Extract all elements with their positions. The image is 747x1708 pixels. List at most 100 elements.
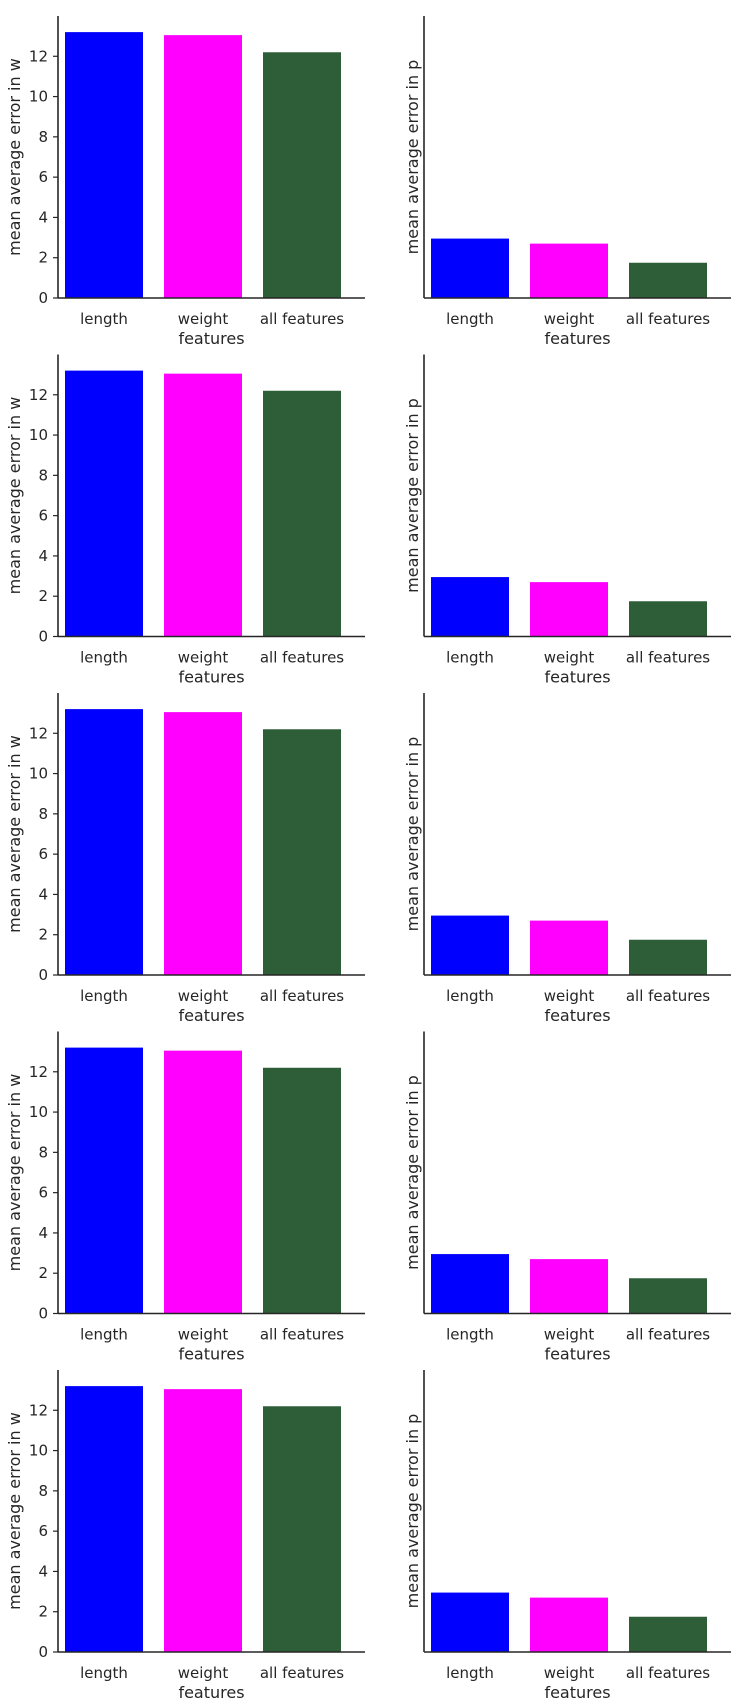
x-tick-label: length: [446, 310, 494, 328]
bar-all-features: [629, 1616, 707, 1652]
y-axis-label: mean average error in w: [5, 1074, 24, 1272]
y-tick-label: 8: [38, 805, 48, 823]
bar-weight: [530, 1259, 608, 1314]
y-axis-label: mean average error in w: [5, 58, 24, 256]
x-tick-label: length: [80, 987, 128, 1005]
x-tick-label: length: [80, 1326, 128, 1344]
bar-length: [431, 1592, 509, 1652]
subplot-8: length weight all features features mean ave…: [403, 1031, 731, 1364]
y-tick-label: 4: [38, 547, 48, 565]
y-axis-label: mean average error in p: [403, 1414, 422, 1609]
y-tick-label: 0: [38, 1305, 48, 1323]
y-axis-label: mean average error in w: [5, 397, 24, 595]
x-axis-label: features: [544, 1345, 610, 1364]
bar-weight: [530, 1597, 608, 1652]
bar-all-features: [263, 390, 341, 637]
subplot-5: length weight all features 0 2 4 6 8 10 12 feature…: [5, 693, 365, 1025]
y-tick-label: 0: [38, 1643, 48, 1661]
x-axis-label: features: [178, 329, 244, 348]
x-tick-label: weight: [178, 310, 229, 328]
y-tick-label: 0: [38, 966, 48, 984]
y-tick-label: 10: [29, 765, 48, 783]
y-axis-label: mean average error in p: [403, 60, 422, 255]
bar-length: [65, 1386, 143, 1652]
y-tick-label: 6: [38, 168, 48, 186]
y-tick-label: 8: [38, 466, 48, 484]
bar-all-features: [263, 1406, 341, 1652]
x-axis-label: features: [178, 668, 244, 687]
y-tick-label: 6: [38, 1184, 48, 1202]
bar-weight: [530, 582, 608, 637]
subplot-6: length weight all features features mean ave…: [403, 693, 731, 1025]
x-axis-label: features: [178, 1683, 244, 1702]
x-tick-label: all features: [260, 310, 344, 328]
y-tick-label: 8: [38, 1143, 48, 1161]
y-tick-label: 2: [38, 926, 48, 944]
x-tick-label: all features: [626, 310, 710, 328]
bar-weight: [164, 1389, 242, 1652]
x-tick-label: all features: [626, 987, 710, 1005]
subplot-7: length weight all features 0 2 4 6 8 10 12 feature…: [5, 1031, 365, 1364]
x-tick-label: length: [446, 649, 494, 667]
y-axis-label: mean average error in p: [403, 398, 422, 593]
x-tick-label: length: [446, 987, 494, 1005]
x-tick-label: weight: [544, 310, 595, 328]
y-tick-label: 12: [29, 1401, 48, 1419]
bar-weight: [164, 1050, 242, 1314]
bar-length: [431, 238, 509, 298]
y-tick-label: 10: [29, 1442, 48, 1460]
bar-length: [431, 915, 509, 975]
bar-weight: [530, 920, 608, 975]
y-tick-label: 12: [29, 724, 48, 742]
y-axis-label: mean average error in p: [403, 1075, 422, 1270]
x-tick-label: all features: [626, 1326, 710, 1344]
bar-length: [431, 577, 509, 637]
y-tick-label: 4: [38, 1562, 48, 1580]
x-axis-label: features: [544, 329, 610, 348]
bar-weight: [164, 712, 242, 975]
y-tick-label: 2: [38, 1603, 48, 1621]
y-tick-label: 10: [29, 1103, 48, 1121]
x-tick-label: length: [80, 649, 128, 667]
x-tick-label: length: [80, 1664, 128, 1682]
bar-length: [431, 1254, 509, 1314]
y-tick-label: 0: [38, 289, 48, 307]
subplot-4: length weight all features features mean ave…: [403, 354, 731, 687]
x-axis-label: features: [178, 1345, 244, 1364]
x-axis-label: features: [544, 1006, 610, 1025]
x-tick-label: weight: [178, 649, 229, 667]
bar-all-features: [629, 1278, 707, 1314]
bar-length: [65, 1047, 143, 1314]
y-tick-label: 4: [38, 885, 48, 903]
bar-length: [65, 32, 143, 298]
x-tick-label: weight: [178, 1326, 229, 1344]
bar-weight: [530, 243, 608, 298]
y-tick-label: 12: [29, 1063, 48, 1081]
y-tick-label: 12: [29, 386, 48, 404]
y-tick-label: 12: [29, 47, 48, 65]
bar-all-features: [629, 939, 707, 975]
subplot-9: length weight all features 0 2 4 6 8 10 12 feature…: [5, 1370, 365, 1702]
y-tick-label: 6: [38, 507, 48, 525]
bar-length: [65, 370, 143, 637]
x-tick-label: all features: [260, 1664, 344, 1682]
x-tick-label: all features: [626, 1664, 710, 1682]
subplot-1: length weight all features 0 2 4 6 8 10 12 feature…: [5, 16, 365, 348]
y-tick-label: 2: [38, 249, 48, 267]
x-tick-label: all features: [260, 649, 344, 667]
y-tick-label: 0: [38, 628, 48, 646]
x-tick-label: weight: [544, 1326, 595, 1344]
bar-length: [65, 709, 143, 975]
x-axis-label: features: [178, 1006, 244, 1025]
bar-all-features: [263, 1067, 341, 1314]
bar-weight: [164, 373, 242, 637]
x-tick-label: all features: [260, 1326, 344, 1344]
bar-weight: [164, 35, 242, 299]
x-tick-label: weight: [544, 649, 595, 667]
x-tick-label: length: [446, 1326, 494, 1344]
y-tick-label: 4: [38, 1224, 48, 1242]
subplot-2: length weight all features features mean ave…: [403, 16, 731, 348]
y-tick-label: 2: [38, 1264, 48, 1282]
bar-all-features: [263, 52, 341, 298]
